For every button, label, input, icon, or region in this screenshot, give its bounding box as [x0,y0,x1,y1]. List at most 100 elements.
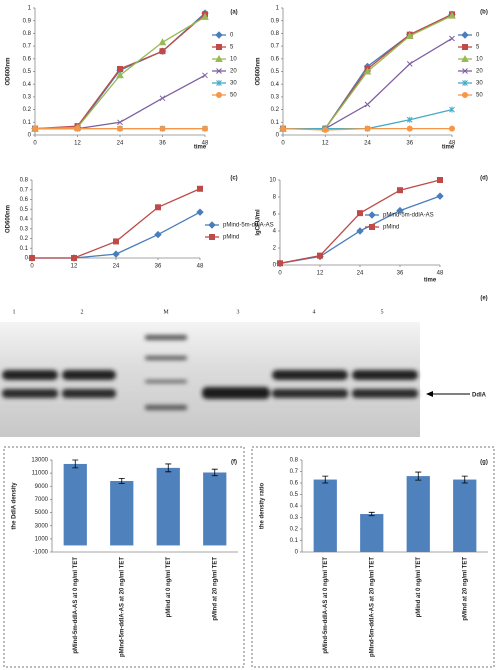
marker [322,126,329,133]
marker [159,125,166,132]
marker [449,125,455,132]
y-tick-label: 0.1 [23,120,32,126]
x-tick-label: 0 [30,264,34,270]
marker [202,72,208,79]
marker [396,206,404,215]
marker [357,210,363,217]
y-tick-label: 0.7 [23,44,32,50]
y-tick-label: 0 [295,550,299,556]
legend-label: 50 [476,93,483,99]
marker [71,255,77,261]
legend-label: 30 [230,81,237,87]
y-tick-label: 1 [28,6,32,12]
y-tick-label: 0.1 [290,538,299,544]
legend-label: 10 [476,57,483,63]
panel-label: (e) [480,296,487,302]
x-tick-label: pMind-5m-ddlA-AS at 20 ng/ml TET [119,557,125,657]
y-tick-label: 0 [273,263,277,269]
lane-label: 4 [313,309,316,315]
y-tick-label: 7000 [35,497,49,503]
marker-band [145,380,187,383]
y-tick-label: 2 [273,246,277,252]
marker [113,238,119,245]
marker [155,204,161,211]
marker [154,230,162,239]
marker [397,187,403,194]
y-tick-label: 0.9 [271,18,280,24]
marker [437,177,443,183]
y-tick-label: 0.6 [290,481,299,487]
y-tick-label: 11000 [32,471,49,477]
y-tick-label: 0.2 [23,107,32,113]
error-bar [368,511,375,517]
bar [453,479,477,552]
band [352,370,418,380]
legend-marker [216,68,222,74]
error-bar [461,475,468,484]
marker [277,260,283,267]
y-tick-label: 0.1 [271,120,280,126]
lane-label: 5 [381,309,384,315]
y-axis-title: OD600nm [6,205,12,233]
y-tick-label: 13000 [31,458,48,464]
legend-label: 10 [230,57,237,63]
y-tick-label: 0.1 [20,246,29,252]
error-bar [72,459,79,469]
y-tick-label: 0.3 [290,515,299,521]
band [62,389,116,398]
legend-marker [462,44,468,50]
marker [197,185,203,192]
y-tick-label: 0.2 [271,107,280,113]
marker [158,38,167,46]
marker [201,12,209,20]
x-tick-label: 0 [278,271,282,277]
legend-label: pMind-5m-ddlA-AS [223,223,274,229]
y-tick-label: 0 [276,133,280,139]
y-tick-label: 0.8 [20,178,29,184]
marker [356,227,364,235]
y-tick-label: 0.6 [23,56,32,62]
lane-label: 2 [81,309,84,315]
marker [280,125,286,132]
x-tick-label: 0 [281,141,285,147]
y-tick-label: 0.6 [20,197,29,203]
series-line [279,179,441,264]
panel-label: (g) [480,460,488,466]
x-tick-label: 36 [406,141,413,147]
y-tick-label: 8 [273,195,277,201]
panel-frame [251,446,495,668]
error-bar [165,463,172,473]
band [202,387,270,399]
legend-label: 20 [230,69,237,75]
legend-label: 30 [476,81,483,87]
legend-marker [461,54,469,62]
x-tick-label: pMind-5m-ddlA-AS at 0 ng/ml TET [73,557,79,654]
x-tick-label: 12 [71,264,78,270]
band [272,389,348,398]
band [2,370,58,380]
marker [449,35,455,42]
annotation: DdlA [472,393,487,399]
y-tick-label: 0.7 [20,187,29,193]
lane-label: 1 [13,309,16,315]
y-tick-label: 0.6 [271,56,280,62]
y-tick-label: 4 [273,229,277,235]
y-tick-label: -1000 [33,550,49,556]
x-tick-label: 12 [74,141,81,147]
marker-band [145,405,187,410]
legend-label: 50 [230,93,237,99]
bar [110,481,134,546]
y-tick-label: 0.5 [271,69,280,75]
y-tick-label: 0 [28,133,32,139]
marker [363,67,372,75]
band [62,370,116,380]
y-tick-label: 0.4 [20,217,29,223]
y-axis-title: the density ratio [260,482,266,529]
legend-marker [368,211,376,219]
x-axis-title: time [442,145,455,151]
y-tick-label: 3000 [35,523,49,529]
x-tick-label: 24 [113,264,120,270]
marker [364,101,371,108]
legend-marker [216,80,222,86]
legend-marker [462,68,468,74]
